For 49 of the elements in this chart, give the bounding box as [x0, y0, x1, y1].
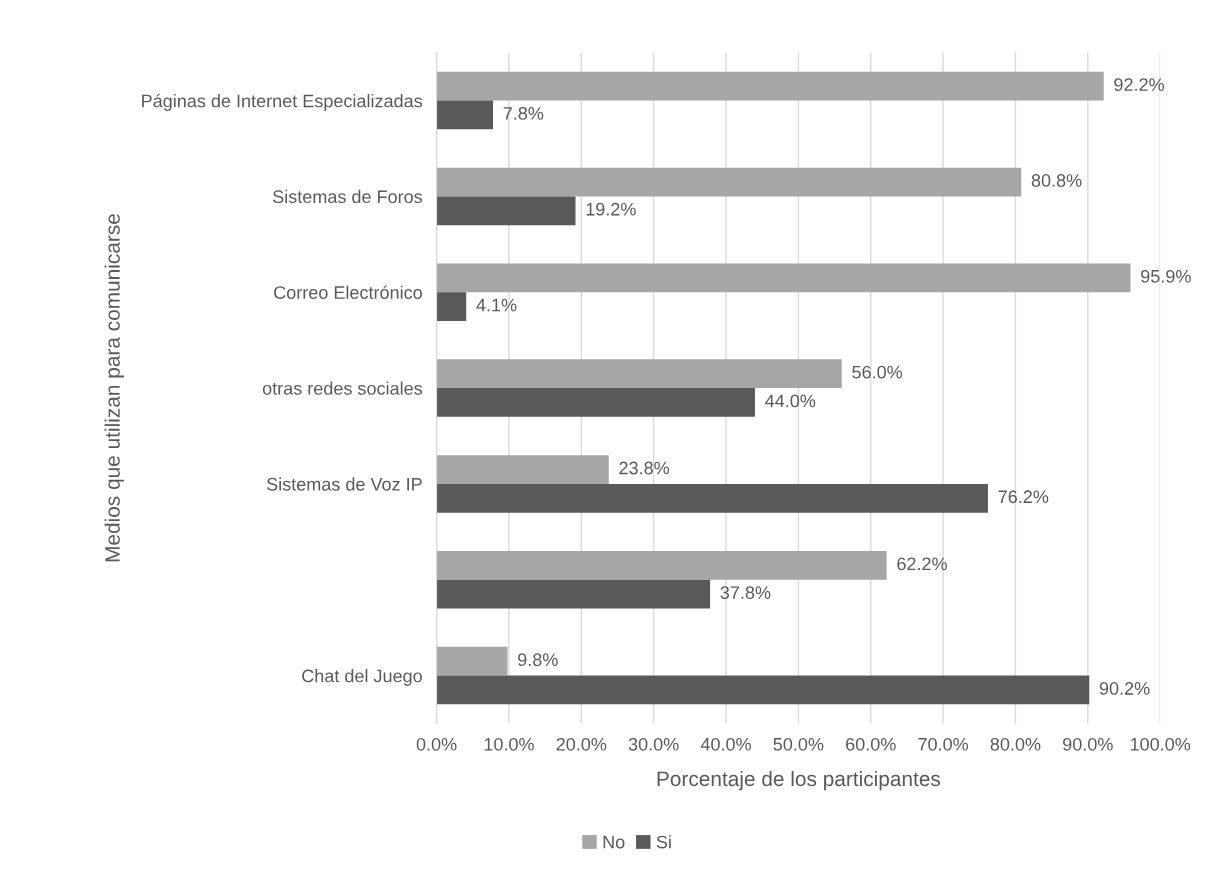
- data-label: 19.2%: [586, 202, 636, 216]
- legend-label: Si: [656, 835, 671, 849]
- x-tick-label: 40.0%: [700, 737, 751, 751]
- data-label: 9.8%: [518, 653, 558, 667]
- bar: [436, 483, 988, 513]
- x-tick-label: 10.0%: [484, 737, 534, 751]
- bar: [436, 263, 1131, 293]
- x-tick-label: 70.0%: [918, 737, 969, 751]
- bar: [436, 196, 576, 226]
- data-label: 76.2%: [998, 490, 1049, 504]
- x-tick-label: 80.0%: [990, 737, 1041, 751]
- data-label: 80.8%: [1031, 174, 1082, 187]
- x-tick-label: 60.0%: [846, 737, 896, 751]
- bar: [436, 551, 887, 580]
- bar: [436, 675, 1090, 705]
- data-label: 7.8%: [503, 106, 544, 120]
- data-label: 4.1%: [476, 298, 517, 312]
- bar: [436, 100, 494, 130]
- data-label: 95.9%: [1141, 269, 1191, 283]
- data-label: 92.2%: [1114, 78, 1165, 92]
- data-label: 90.2%: [1099, 682, 1150, 695]
- x-tick-label: 50.0%: [773, 737, 824, 751]
- bar: [436, 292, 467, 321]
- data-label: 23.8%: [619, 461, 670, 475]
- y-axis-title: Medios que utilizan para comunicarse: [104, 214, 124, 562]
- bar: [436, 388, 755, 417]
- bar: [436, 455, 609, 484]
- y-tick-label: Sistemas de Voz IP: [266, 477, 422, 491]
- bar: [436, 167, 1022, 197]
- data-label: 62.2%: [897, 557, 947, 571]
- data-label: 56.0%: [852, 365, 903, 379]
- bar: [436, 71, 1104, 101]
- x-tick-label: 30.0%: [628, 737, 679, 751]
- legend-label: No: [603, 835, 625, 849]
- bar: [436, 359, 842, 389]
- x-tick-label: 20.0%: [556, 737, 607, 751]
- x-tick-label: 0.0%: [416, 737, 457, 751]
- x-tick-label: 100.0%: [1130, 737, 1191, 751]
- y-tick-label: Correo Electrónico: [274, 285, 422, 299]
- bar: [436, 579, 711, 609]
- x-tick-label: 90.0%: [1063, 737, 1113, 751]
- y-tick-label: Chat del Juego: [302, 669, 422, 686]
- data-label: 44.0%: [765, 394, 816, 408]
- data-label: 37.8%: [720, 586, 771, 599]
- y-tick-label: Páginas de Internet Especializadas: [142, 93, 423, 111]
- y-tick-label: Sistemas de Foros: [272, 189, 423, 204]
- x-axis-title: Porcentaje de los participantes: [657, 770, 941, 791]
- bar: [436, 646, 508, 676]
- y-tick-label: otras redes sociales: [262, 381, 423, 395]
